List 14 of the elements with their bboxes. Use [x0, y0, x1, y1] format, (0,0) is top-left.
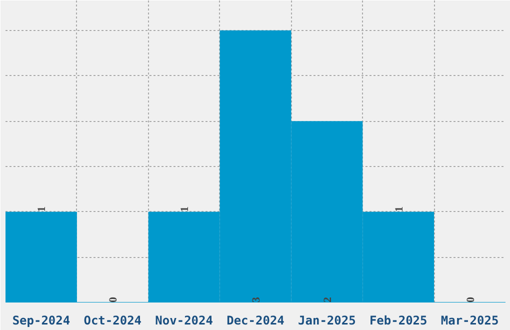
- data-label: 2: [322, 296, 334, 302]
- x-tick-label: Mar-2025: [440, 314, 499, 328]
- data-label: 0: [108, 296, 120, 302]
- data-label: 1: [393, 206, 406, 212]
- x-tick-label: Dec-2024: [226, 314, 284, 328]
- data-label: 1: [179, 206, 192, 212]
- data-label: 3: [250, 296, 262, 302]
- x-tick-label: Oct-2024: [84, 314, 142, 328]
- x-tick-label: Nov-2024: [155, 314, 213, 328]
- data-label: 0: [464, 296, 477, 302]
- x-tick-label: Jan-2025: [298, 314, 356, 328]
- x-tick-label: Feb-2025: [369, 314, 428, 328]
- data-label: 1: [36, 206, 48, 212]
- x-tick-label: Sep-2024: [12, 314, 70, 328]
